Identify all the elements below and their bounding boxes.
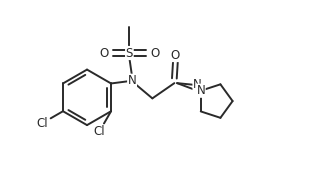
Text: O: O — [171, 49, 180, 62]
Text: S: S — [126, 47, 133, 60]
Text: N: N — [128, 74, 136, 87]
Text: Cl: Cl — [36, 117, 48, 130]
Text: O: O — [151, 47, 160, 60]
Text: N: N — [196, 84, 205, 97]
Text: O: O — [99, 47, 108, 60]
Text: Cl: Cl — [93, 125, 105, 138]
Text: N: N — [193, 78, 202, 91]
